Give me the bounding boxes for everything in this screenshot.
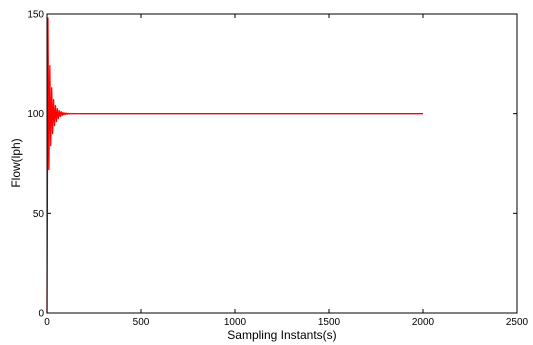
plot-area-background bbox=[47, 14, 517, 313]
x-tick-label: 2500 bbox=[506, 317, 529, 328]
series-group bbox=[46, 17, 423, 314]
x-tick-label: 500 bbox=[133, 317, 150, 328]
x-tick-label: 0 bbox=[44, 317, 50, 328]
x-tick-label: 1000 bbox=[224, 317, 247, 328]
y-tick-label: 100 bbox=[27, 109, 44, 120]
x-axis-label: Sampling Instants(s) bbox=[227, 328, 336, 342]
y-axis-label: Flow(lph) bbox=[9, 138, 23, 187]
x-tick-label: 1500 bbox=[318, 317, 341, 328]
y-tick-label: 0 bbox=[38, 309, 44, 320]
tick-labels: 0 500 1000 1500 2000 2500 0 50 100 150 bbox=[27, 10, 528, 329]
flow-response-line bbox=[46, 17, 423, 314]
y-tick-label: 50 bbox=[33, 209, 45, 220]
plot-area-frame bbox=[46, 13, 518, 314]
y-tick-label: 150 bbox=[27, 10, 44, 21]
x-tick-label: 2000 bbox=[412, 317, 435, 328]
